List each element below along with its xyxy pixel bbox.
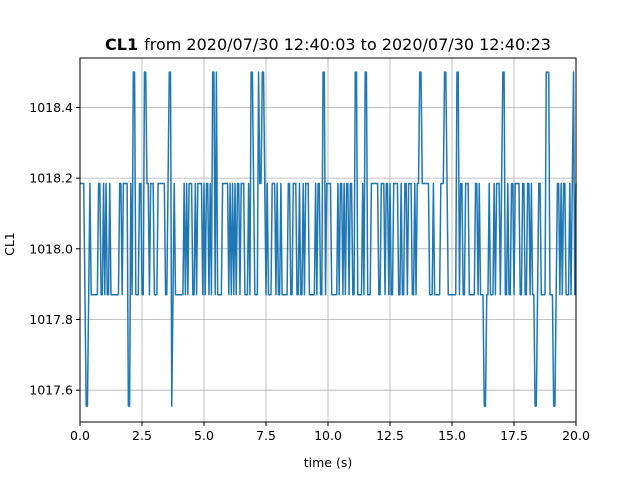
x-tick-label: 10.0 (314, 428, 342, 443)
chart-title-bold: CL1 (105, 35, 138, 54)
x-tick-label: 20.0 (562, 428, 590, 443)
series-cl1 (80, 71, 577, 407)
y-tick-label: 1018.2 (29, 171, 73, 186)
y-tick-label: 1018.4 (29, 100, 73, 115)
y-axis-label: CL1 (2, 232, 17, 256)
x-tick-label: 17.5 (500, 428, 528, 443)
x-tick-label: 5.0 (194, 428, 214, 443)
series-line (80, 71, 577, 407)
x-axis: 0.0 2.5 5.0 7.5 10.0 12.5 15.0 17.5 20.0 (70, 422, 590, 443)
x-tick-label: 12.5 (376, 428, 404, 443)
x-tick-label: 7.5 (256, 428, 276, 443)
x-tick-label: 2.5 (132, 428, 152, 443)
chart-title: CL1 from 2020/07/30 12:40:03 to 2020/07/3… (105, 35, 551, 54)
y-tick-label: 1017.6 (29, 383, 73, 398)
x-tick-label: 0.0 (70, 428, 90, 443)
y-tick-label: 1017.8 (29, 312, 73, 327)
y-tick-label: 1018.0 (29, 241, 73, 256)
x-axis-label: time (s) (304, 455, 352, 470)
y-axis: 1017.6 1017.8 1018.0 1018.2 1018.4 (29, 100, 80, 398)
x-tick-label: 15.0 (438, 428, 466, 443)
chart-title-rest: from 2020/07/30 12:40:03 to 2020/07/30 1… (144, 35, 551, 54)
